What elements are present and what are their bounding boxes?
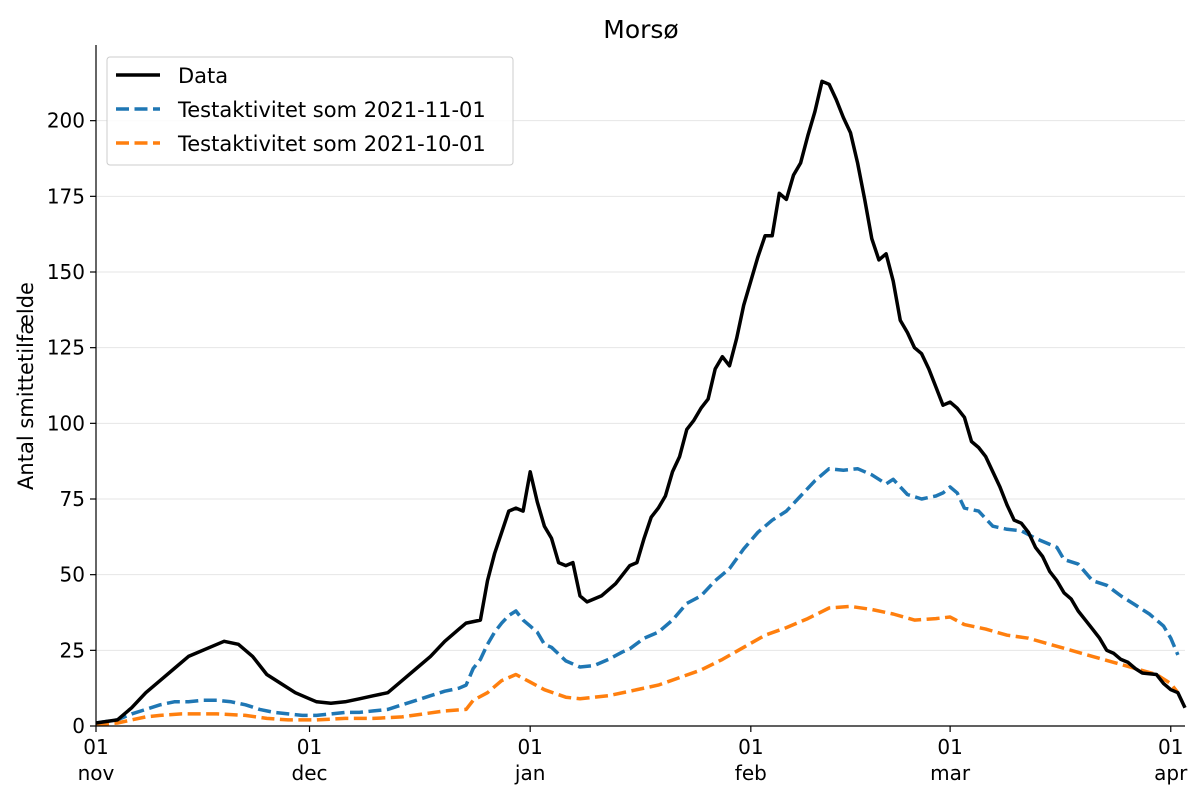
y-tick-label: 100 — [47, 411, 85, 435]
y-tick-label: 75 — [60, 487, 85, 511]
y-axis-title: Antal smittetilfælde — [14, 282, 38, 490]
legend-label-2: Testaktivitet som 2021-10-01 — [177, 132, 486, 156]
y-tick-label: 0 — [72, 714, 85, 738]
y-tick-label: 175 — [47, 184, 85, 208]
x-tick-month-label: apr — [1154, 761, 1188, 785]
series-line-0 — [95, 79, 1187, 725]
series-layer — [95, 79, 1187, 727]
y-tick-label: 150 — [47, 260, 85, 284]
axes: 025507510012515017520001nov01dec01jan01f… — [47, 45, 1188, 785]
x-tick-day-label: 01 — [738, 735, 763, 759]
chart-title: Morsø — [603, 15, 678, 44]
legend-box — [106, 56, 514, 166]
x-tick-day-label: 01 — [517, 735, 542, 759]
x-tick-month-label: jan — [514, 761, 546, 785]
x-tick-day-label: 01 — [297, 735, 322, 759]
legend: Data Testaktivitet som 2021-11-01 Testakti… — [106, 56, 514, 166]
series-line-2 — [95, 604, 1180, 727]
x-tick-month-label: nov — [78, 761, 115, 785]
x-tick-day-label: 01 — [1158, 735, 1183, 759]
legend-label-1: Testaktivitet som 2021-11-01 — [177, 98, 486, 122]
y-tick-label: 25 — [60, 638, 85, 662]
x-tick-day-label: 01 — [937, 735, 962, 759]
y-tick-label: 200 — [47, 109, 85, 133]
legend-label-0: Data — [178, 64, 228, 88]
x-tick-month-label: feb — [735, 761, 767, 785]
y-tick-label: 125 — [47, 336, 85, 360]
x-tick-month-label: mar — [930, 761, 971, 785]
y-tick-label: 50 — [60, 563, 85, 587]
x-tick-day-label: 01 — [83, 735, 108, 759]
x-tick-month-label: dec — [292, 761, 328, 785]
